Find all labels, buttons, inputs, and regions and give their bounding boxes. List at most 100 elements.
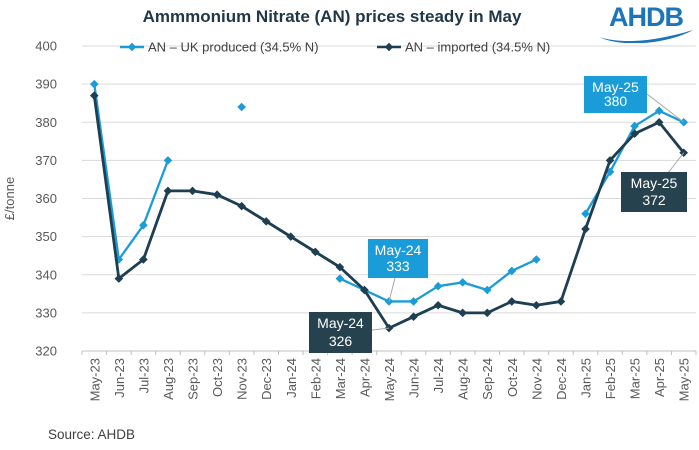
data-point-marker	[114, 274, 124, 283]
data-point-marker	[556, 297, 566, 306]
annotation-leader-line	[667, 152, 685, 174]
x-tick-labels: May-23 Jun-23 Jul-23 Aug-23 Sep-23 Oct-23 Nov-…	[87, 358, 691, 401]
data-point-marker	[581, 209, 590, 219]
x-tick-label: May-23	[87, 358, 102, 401]
data-point-marker	[360, 285, 369, 295]
data-point-marker	[458, 308, 467, 318]
data-point-marker	[261, 217, 271, 226]
data-point-marker	[311, 247, 320, 257]
annotation-box	[584, 76, 647, 113]
data-point-marker	[409, 297, 418, 306]
data-point-marker	[630, 121, 639, 131]
data-point-marker	[507, 266, 517, 276]
x-tick-label: Jul-24	[431, 358, 446, 393]
data-point-marker	[482, 285, 492, 295]
annotation-value-label: 333	[386, 258, 410, 274]
x-tick-label: Aug-24	[456, 358, 471, 400]
source-note: Source: AHDB	[48, 427, 136, 442]
x-tick-label: Dec-24	[554, 358, 569, 400]
data-point-marker	[433, 300, 443, 310]
annotation-box	[309, 312, 372, 353]
annotation-value-label: 372	[642, 192, 666, 208]
ahdb-logo: AHDB	[598, 2, 694, 43]
annotation-month-label: May-24	[375, 242, 422, 258]
data-point-marker	[163, 186, 173, 196]
legend-label: AN – UK produced (34.5% N)	[148, 40, 319, 55]
x-tick-label: Nov-23	[235, 358, 250, 400]
data-point-marker	[532, 300, 541, 310]
data-point-marker	[458, 278, 467, 287]
x-tick-label: Mar-25	[628, 358, 643, 399]
data-point-marker	[286, 232, 296, 241]
legend-item: AN – UK produced (34.5% N)	[120, 40, 319, 55]
annotation-month-label: May-25	[631, 175, 678, 191]
chart-title: Ammmonium Nitrate (AN) prices steady in …	[142, 7, 522, 26]
x-tick-label: Feb-24	[308, 358, 323, 399]
annotation-leader-line	[646, 93, 685, 123]
x-tick-label: Feb-25	[603, 358, 618, 399]
x-tick-label: Jan-24	[284, 358, 299, 398]
data-point-marker	[335, 262, 345, 272]
annotation-leader-line	[371, 327, 390, 331]
data-point-marker	[212, 190, 222, 199]
y-tick-label: 400	[35, 39, 57, 54]
data-point-marker	[532, 255, 541, 264]
annotation-value-label: 326	[329, 333, 353, 349]
y-tick-label: 360	[35, 191, 57, 206]
data-point-marker	[409, 312, 418, 321]
logo-swoosh-icon	[599, 30, 693, 43]
an-price-chart: 320 330 340 350 360 370 380 390 400 £/tonne May-23…	[2, 39, 697, 401]
y-axis: 320 330 340 350 360 370 380 390 400 £/tonne	[2, 39, 57, 359]
data-point-marker	[654, 117, 664, 127]
data-point-marker	[163, 156, 173, 165]
x-tick-label: Jul-23	[136, 358, 151, 393]
data-point-marker	[139, 220, 148, 230]
legend-diamond-icon	[127, 42, 137, 52]
x-tick-label: Nov-24	[529, 358, 544, 400]
data-point-marker	[335, 274, 345, 283]
y-tick-label: 340	[35, 267, 57, 282]
y-axis-title: £/tonne	[2, 177, 17, 220]
y-tick-label: 380	[35, 115, 57, 130]
x-axis	[81, 350, 697, 355]
x-tick-label: Apr-24	[357, 358, 372, 397]
x-tick-label: Jun-24	[407, 358, 422, 398]
y-tick-label: 370	[35, 153, 57, 168]
x-tick-label: Sep-23	[186, 358, 201, 400]
data-point-marker	[630, 129, 639, 138]
x-tick-label: Mar-24	[333, 358, 348, 399]
annotation-value-label: 380	[604, 93, 628, 109]
x-tick-label: Sep-24	[480, 358, 495, 400]
data-point-marker	[433, 281, 443, 291]
annotation-box	[368, 239, 428, 278]
x-tick-label: May-24	[382, 358, 397, 401]
annotation-month-label: May-25	[592, 79, 639, 95]
data-point-marker	[654, 106, 664, 116]
legend: AN – UK produced (34.5% N) AN – imported …	[120, 40, 550, 55]
annotation-month-label: May-24	[317, 315, 364, 331]
x-tick-label: Jun-23	[112, 358, 127, 398]
x-tick-label: Oct-23	[210, 358, 225, 397]
ahdb-logo-text: AHDB	[609, 2, 684, 32]
legend-item: AN – imported (34.5% N)	[377, 40, 550, 55]
data-point-marker	[89, 79, 99, 89]
data-point-marker	[581, 224, 590, 234]
data-point-marker	[139, 255, 148, 264]
annotation-box	[621, 172, 687, 212]
x-tick-label: Dec-23	[259, 358, 274, 400]
data-point-marker	[188, 186, 197, 196]
y-tick-label: 390	[35, 77, 57, 92]
y-tick-label: 320	[35, 344, 57, 359]
x-tick-label: Oct-24	[505, 358, 520, 397]
series-uk-produced	[89, 79, 689, 306]
data-point-marker	[89, 91, 99, 100]
y-tick-label: 330	[35, 305, 57, 320]
x-tick-label: Jan-25	[578, 358, 593, 398]
annotation-may-24-326: May-24 326	[309, 312, 390, 353]
annotation-leader-line	[388, 277, 396, 302]
data-point-marker	[237, 102, 246, 112]
legend-diamond-icon	[384, 42, 394, 52]
